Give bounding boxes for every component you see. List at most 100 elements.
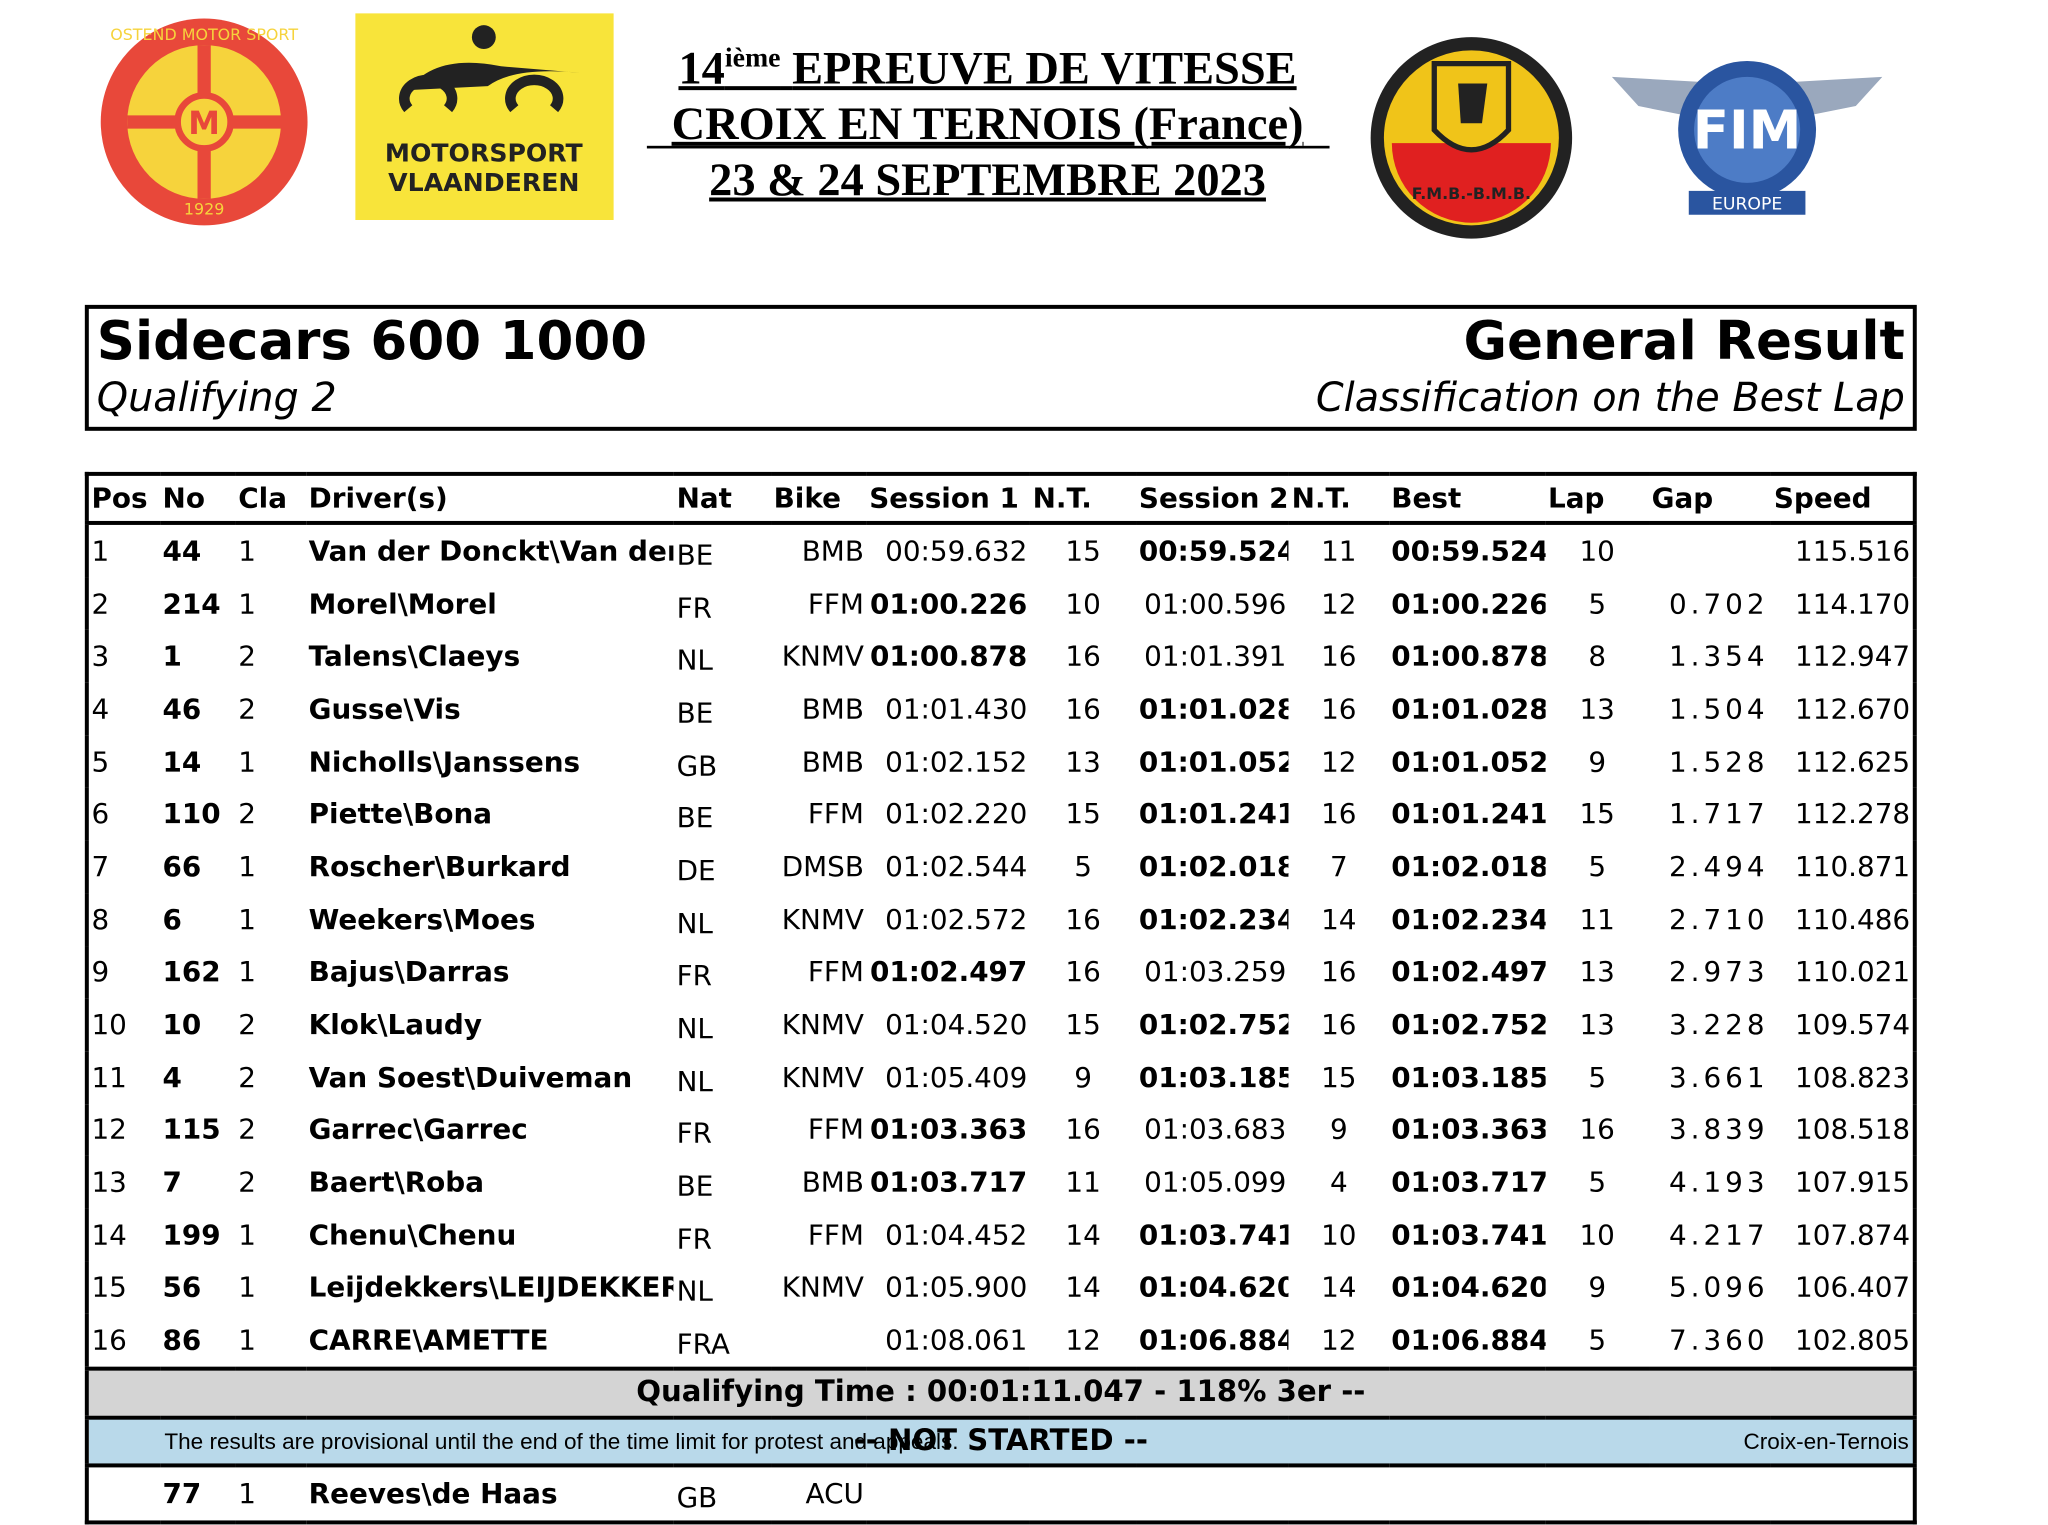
results-table: Pos No Cla Driver(s) Nat Bike Session 1 N.T. Ses… [84, 471, 1917, 1525]
cell-cla: 2 [238, 1166, 256, 1199]
cell-gap: 2.973 [1668, 956, 1769, 989]
cell-s1: 01:05.409 [885, 1061, 1028, 1094]
cell-pos: 8 [91, 903, 110, 936]
cell-lap: 5 [1588, 587, 1607, 620]
column-header: N.T. [1289, 473, 1389, 525]
cell-nt2: 9 [1329, 1114, 1348, 1146]
cell-pos: 4 [91, 693, 110, 725]
cell-best: 01:00.226 [1391, 587, 1546, 620]
cell-cla: 1 [238, 745, 256, 778]
cell-nat: FR [676, 1117, 712, 1150]
result-row: 16 86 1 CARRE\AMETTE FRA 01:08.061 12 01:06.884… [87, 1314, 1915, 1369]
event-class: Sidecars 600 1000 [96, 311, 648, 373]
cell-no: 199 [162, 1219, 221, 1252]
cell-cla: 1 [238, 1271, 256, 1304]
logo-text: MOTORSPORT [385, 139, 584, 168]
cell-cla: 1 [238, 587, 256, 620]
cell-driver: Baert\Roba [308, 1166, 484, 1199]
cell-gap: 1.717 [1668, 798, 1769, 831]
column-header: Driver(s) [305, 473, 674, 525]
cell-nt1: 16 [1065, 640, 1101, 673]
cell-best: 01:02.234 [1391, 903, 1546, 936]
cell-speed: 115.516 [1795, 535, 1911, 568]
result-row: 5 14 1 Nicholls\Janssens GB BMB 01:02.152 13 01:… [87, 735, 1915, 788]
cell-nt1: 15 [1065, 1008, 1101, 1041]
cell-lap: 16 [1579, 1114, 1615, 1146]
cell-nt1: 13 [1065, 745, 1101, 778]
cell-driver: Roscher\Burkard [308, 850, 571, 883]
cell-gap [1649, 523, 1771, 578]
cell-s2: 01:02.234 [1138, 903, 1290, 936]
result-row: 14 199 1 Chenu\Chenu FR FFM 01:04.452 14 01:03.7… [87, 1209, 1915, 1262]
qualifying-row: Qualifying Time : 00:01:11.047 - 118% 3e… [86, 1366, 1915, 1418]
cell-nt1: 5 [1074, 850, 1092, 883]
cell-best: 00:59.524 [1391, 535, 1546, 568]
cell-cla: 2 [238, 1114, 256, 1146]
cell-pos: 7 [91, 850, 110, 883]
cell-nt1: 16 [1065, 956, 1101, 989]
cell-nt2: 15 [1321, 1061, 1357, 1094]
column-header: No [159, 473, 236, 525]
cell-bike: FFM [807, 956, 864, 989]
cell-bike: KNMV [781, 1008, 864, 1041]
logo-head [471, 25, 496, 50]
title-rule [646, 145, 1330, 149]
cell-no: 115 [162, 1114, 221, 1146]
cell-lap: 5 [1588, 850, 1607, 883]
cell-pos: 9 [91, 956, 110, 989]
cell-best: 01:06.884 [1391, 1324, 1546, 1357]
result-row: 2 214 1 Morel\Morel FR FFM 01:00.226 10 01:00.59… [87, 578, 1915, 631]
cell-gap: 1.528 [1668, 745, 1769, 778]
cell-no: 86 [162, 1324, 202, 1357]
cell-gap: 2.710 [1668, 903, 1769, 936]
cell-s2: 01:02.752 [1138, 1008, 1290, 1041]
cell-nt1: 16 [1065, 693, 1101, 725]
logo-text: FIM [1693, 99, 1802, 161]
cell-s1: 01:00.878 [870, 640, 1028, 673]
cell-bike: FFM [807, 1114, 864, 1146]
cell-gap: 2.494 [1668, 850, 1769, 883]
cell-bike: FFM [807, 798, 864, 831]
logo-text: VLAANDEREN [388, 168, 579, 197]
cell-s2: 01:02.018 [1138, 850, 1290, 883]
cell-nt1: 15 [1065, 798, 1101, 831]
cell-bike: DMSB [781, 850, 864, 883]
title-line: 23 & 24 SEPTEMBRE 2023 [709, 153, 1266, 206]
cell-best: 01:04.620 [1391, 1271, 1546, 1304]
cell-s1: 01:02.497 [870, 956, 1028, 989]
cell-speed: 114.170 [1795, 587, 1911, 620]
logo-lion [1458, 83, 1488, 124]
cell-speed: 112.278 [1795, 798, 1911, 831]
cell-best: 01:02.018 [1391, 850, 1546, 883]
title-text: EPREUVE DE VITESSE [792, 42, 1297, 95]
cell-bike: KNMV [781, 1061, 864, 1094]
result-row: 10 10 2 Klok\Laudy NL KNMV 01:04.520 15 01:02.75… [87, 998, 1915, 1051]
cell-pos: 11 [91, 1061, 127, 1094]
cell-empty [867, 1466, 1915, 1523]
cell-driver: Weekers\Moes [308, 903, 536, 936]
cell-lap: 9 [1588, 745, 1607, 778]
cell-best: 01:01.052 [1391, 745, 1546, 778]
cell-s2: 01:01.052 [1138, 745, 1290, 778]
cell-cla: 1 [238, 1478, 256, 1511]
cell-no: 14 [162, 745, 202, 778]
cell-lap: 13 [1579, 693, 1615, 725]
cell-lap: 5 [1588, 1324, 1607, 1357]
cell-cla: 2 [238, 1008, 256, 1041]
not-started-entry: 77 1 Reeves\de Haas GB ACU [86, 1465, 1915, 1523]
cell-nat: FR [676, 1223, 712, 1256]
result-row: 15 56 1 Leijdekkers\LEIJDEKKERS NL KNMV 01:05.… [87, 1261, 1915, 1314]
cell-pos: 1 [91, 535, 110, 568]
cell-nt2: 16 [1321, 956, 1357, 989]
cell-best: 01:02.497 [1391, 956, 1546, 989]
cell-nt2: 11 [1321, 535, 1357, 568]
column-header: Lap [1545, 473, 1649, 525]
cell-nt2: 10 [1321, 1219, 1357, 1252]
cell-driver: CARRE\AMETTE [308, 1324, 549, 1357]
cell-nat: GB [676, 749, 718, 782]
cell-driver: Chenu\Chenu [308, 1219, 517, 1252]
logo-body [408, 62, 581, 91]
cell-nat: NL [676, 1012, 713, 1045]
cell-speed: 106.407 [1795, 1271, 1911, 1304]
logo-fim: FIM EUROPE [1611, 60, 1883, 215]
